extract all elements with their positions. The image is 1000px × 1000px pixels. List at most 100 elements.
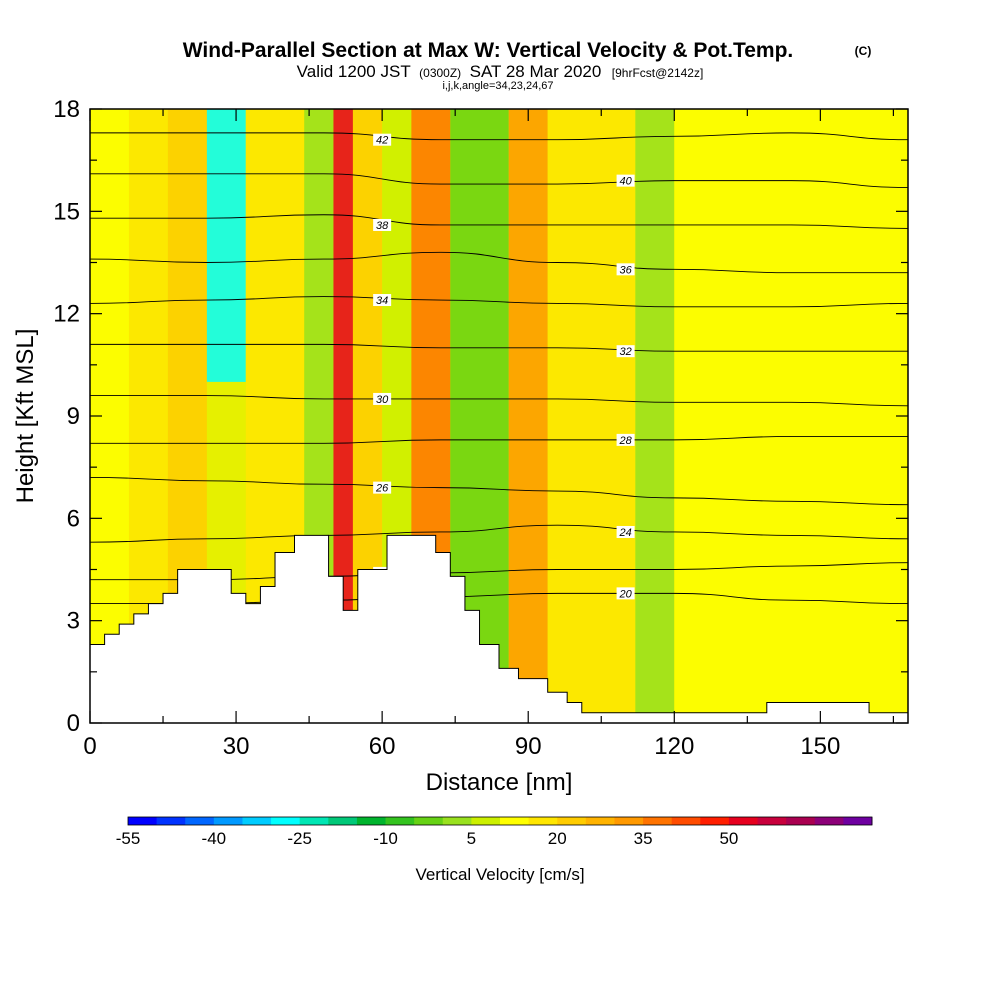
colorbar-swatch bbox=[242, 817, 272, 825]
contour-label-box bbox=[616, 525, 635, 538]
contour-label: 32 bbox=[619, 346, 631, 358]
contour-label: 24 bbox=[618, 527, 631, 539]
chart-title-mark: (C) bbox=[855, 44, 872, 58]
colorbar-swatch bbox=[213, 817, 243, 825]
colorbar-label: Vertical Velocity [cm/s] bbox=[415, 865, 584, 884]
subtitle-utc: (0300Z) bbox=[419, 66, 461, 80]
theta-contour bbox=[90, 436, 908, 444]
contour-label-box bbox=[616, 174, 635, 187]
contour-label-box bbox=[616, 263, 635, 276]
y-tick-label: 6 bbox=[67, 505, 80, 532]
contour-label-box bbox=[373, 218, 392, 231]
colorbar-swatch bbox=[643, 817, 673, 825]
theta-contour bbox=[90, 214, 908, 229]
velocity-cell bbox=[333, 109, 353, 723]
colorbar-tick-label: 50 bbox=[719, 829, 738, 848]
contour-label: 40 bbox=[619, 176, 632, 188]
x-tick-label: 150 bbox=[800, 733, 840, 760]
colorbar-tick-label: 5 bbox=[467, 829, 476, 848]
colorbar-tick-label: 35 bbox=[634, 829, 653, 848]
velocity-cell bbox=[635, 109, 675, 723]
theta-contour bbox=[90, 343, 908, 352]
contour-label-box bbox=[616, 345, 635, 358]
contour-label: 30 bbox=[376, 394, 389, 406]
theta-contour bbox=[90, 296, 908, 308]
colorbar-swatch bbox=[271, 817, 301, 825]
chart-title: Wind-Parallel Section at Max W: Vertical… bbox=[183, 39, 794, 62]
colorbar-swatch bbox=[585, 817, 615, 825]
contour-label: 42 bbox=[376, 135, 388, 147]
theta-contour bbox=[90, 476, 908, 506]
colorbar-swatch bbox=[843, 817, 873, 825]
colorbar-swatch bbox=[786, 817, 816, 825]
x-tick-label: 120 bbox=[654, 733, 694, 760]
contour-label: 28 bbox=[618, 435, 632, 447]
velocity-cell bbox=[508, 109, 548, 723]
contour-label: 38 bbox=[376, 220, 389, 232]
velocity-field bbox=[90, 109, 908, 723]
chart-subtitle-2: i,j,k,angle=34,23,24,67 bbox=[442, 80, 553, 92]
colorbar-swatch bbox=[156, 817, 186, 825]
subtitle-valid: Valid 1200 JST bbox=[297, 62, 411, 81]
colorbar-swatch bbox=[814, 817, 844, 825]
contour-label: 34 bbox=[376, 295, 388, 307]
colorbar-ticks: -55 -40 -25 -10 5 20 35 50 bbox=[116, 829, 739, 848]
colorbar-swatch bbox=[557, 817, 587, 825]
colorbar-swatch bbox=[128, 817, 158, 825]
theta-contour bbox=[90, 524, 908, 543]
contour-label: 20 bbox=[618, 588, 632, 600]
colorbar-swatch bbox=[414, 817, 444, 825]
x-tick-label: 0 bbox=[83, 733, 96, 760]
y-axis-label: Height [Kft MSL] bbox=[12, 329, 39, 504]
colorbar-swatch bbox=[528, 817, 558, 825]
contour-label: 36 bbox=[619, 264, 632, 276]
colorbar-tick-label: -10 bbox=[373, 829, 398, 848]
colorbar-swatch bbox=[728, 817, 759, 825]
theta-contour bbox=[90, 173, 908, 188]
contour-label-box bbox=[373, 294, 392, 307]
chart-subtitle: Valid 1200 JST (0300Z) SAT 28 Mar 2020 [… bbox=[297, 62, 704, 81]
terrain bbox=[90, 534, 908, 723]
colorbar-swatch bbox=[471, 817, 501, 825]
colorbar-frame bbox=[127, 816, 873, 826]
x-tick-label: 90 bbox=[515, 733, 542, 760]
y-tick-label: 3 bbox=[67, 608, 80, 635]
x-axis-label: Distance [nm] bbox=[426, 769, 573, 796]
y-tick-label: 9 bbox=[67, 403, 80, 430]
colorbar-tick-label: 20 bbox=[548, 829, 567, 848]
subtitle-forecast: [9hrFcst@2142z] bbox=[612, 66, 704, 80]
contour-label-box bbox=[616, 587, 635, 600]
theta-contour bbox=[90, 132, 908, 141]
colorbar-swatch bbox=[299, 817, 329, 825]
velocity-cell bbox=[674, 109, 908, 723]
plot-area: 202224262830323436384042 bbox=[90, 109, 908, 723]
colorbar-swatch bbox=[185, 817, 215, 825]
colorbar-swatch bbox=[500, 817, 530, 825]
colorbar-tick-label: -40 bbox=[202, 829, 227, 848]
contour-label-box bbox=[373, 481, 392, 494]
velocity-cell bbox=[547, 109, 636, 723]
contour-label-box bbox=[373, 133, 392, 146]
subtitle-date: SAT 28 Mar 2020 bbox=[470, 62, 602, 81]
theta-contour bbox=[90, 251, 908, 274]
x-tick-label: 60 bbox=[369, 733, 396, 760]
y-tick-label: 15 bbox=[53, 198, 80, 225]
colorbar-swatch bbox=[385, 817, 415, 825]
y-tick-label: 18 bbox=[53, 96, 80, 123]
colorbar-swatch bbox=[442, 817, 472, 825]
colorbar bbox=[127, 816, 873, 826]
velocity-cell bbox=[206, 109, 246, 382]
contour-label-box bbox=[373, 392, 392, 405]
x-axis: 0 30 60 90 120 150 bbox=[83, 109, 894, 760]
colorbar-swatch bbox=[356, 817, 387, 825]
colorbar-tick-label: -25 bbox=[287, 829, 312, 848]
colorbar-swatch bbox=[328, 817, 358, 825]
colorbar-swatch bbox=[700, 817, 730, 825]
theta-contour bbox=[90, 395, 908, 407]
colorbar-tick-label: -55 bbox=[116, 829, 141, 848]
y-tick-label: 0 bbox=[67, 710, 80, 737]
colorbar-swatch bbox=[671, 817, 701, 825]
y-tick-label: 12 bbox=[53, 301, 80, 328]
